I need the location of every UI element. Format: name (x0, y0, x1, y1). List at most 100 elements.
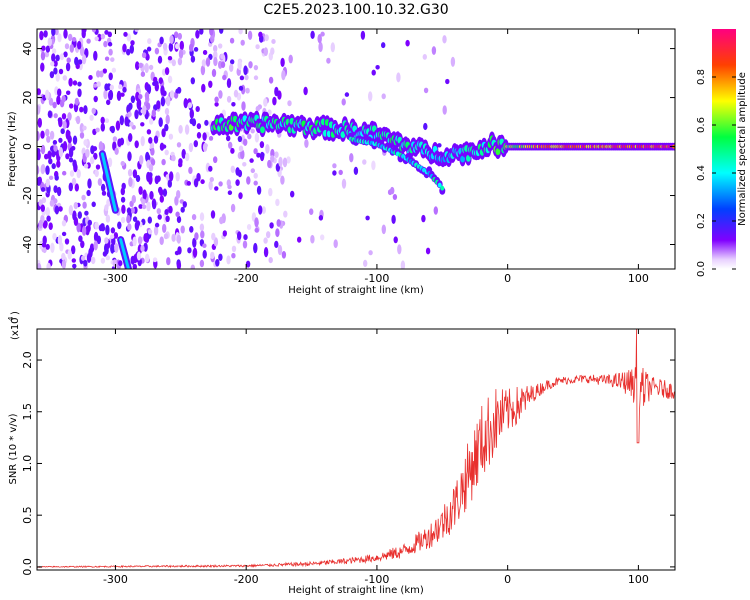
spectrogram-cell (69, 103, 74, 109)
spectrogram-cell (61, 170, 67, 176)
spectrogram-cell (274, 86, 279, 97)
spectrogram-cell (92, 146, 98, 152)
spectrogram-cell (397, 244, 402, 255)
spectrogram-cell (48, 175, 54, 180)
spectrogram-cell (63, 51, 68, 58)
spectrogram-cell (53, 145, 58, 152)
spectrogram-cell (260, 152, 265, 158)
spectrogram-xtick-label: -300 (103, 272, 128, 285)
spectrogram-cell (61, 95, 66, 103)
spectrogram-cell (116, 90, 122, 101)
snr-xlabel: Height of straight line (km) (288, 585, 424, 596)
spectrogram-cell (104, 237, 109, 244)
spectrogram-cell (226, 95, 232, 103)
spectrogram-cell (165, 215, 170, 222)
spectrogram-cell (43, 30, 48, 38)
spectrogram-cell (189, 108, 194, 119)
spectrogram-cell (171, 59, 176, 67)
spectrogram-cell (233, 89, 239, 98)
spectrogram-cell (157, 55, 163, 64)
spectrogram-cell (210, 210, 216, 219)
spectrogram-cell (363, 259, 368, 267)
spectrogram-cell (52, 101, 57, 109)
spectrogram-cell (202, 50, 208, 55)
spectrogram-cell (132, 263, 137, 269)
spectrogram-cell (37, 151, 41, 161)
spectrogram-cell (96, 70, 101, 78)
spectrogram-cell (146, 171, 151, 182)
spectrogram-cell (287, 100, 292, 107)
spectrogram-cell (40, 204, 45, 212)
spectrogram-cell (210, 251, 215, 260)
spectrogram-cell (226, 255, 231, 265)
spectrogram-cell (208, 165, 213, 172)
spectrogram-cell (145, 102, 151, 111)
spectrogram-branch (440, 185, 445, 191)
spectrogram-cell (128, 133, 133, 142)
snr-ytick-label: 1.0 (21, 455, 34, 473)
spectrogram-cell (96, 81, 101, 88)
spectrogram-cell (44, 153, 49, 160)
spectrogram-cell (240, 149, 245, 160)
spectrogram-cell (318, 215, 324, 221)
spectrogram-cell (181, 148, 186, 159)
spectrogram-cell (71, 245, 76, 255)
spectrogram-cell (100, 33, 106, 40)
colorbar-tick-label: 0.4 (696, 165, 707, 181)
spectrogram-xtick-label: 100 (628, 272, 649, 285)
spectrogram-cell (94, 169, 99, 178)
spectrogram-cell (61, 252, 66, 261)
spectrogram-cell (164, 209, 169, 215)
spectrogram-cell (147, 216, 152, 224)
spectrogram-cell (71, 258, 77, 263)
spectrogram-cell (256, 152, 261, 158)
spectrogram-cell (37, 177, 42, 186)
spectrogram-cell (57, 235, 63, 245)
spectrogram-cell (76, 222, 81, 233)
spectrogram-cell (218, 181, 223, 187)
spectrogram-branch (437, 182, 442, 188)
spectrogram-cell (259, 141, 265, 149)
spectrogram-cell (100, 257, 106, 264)
spectrogram-cell (146, 84, 152, 95)
spectrogram-cell (175, 43, 180, 50)
spectrogram-cell (310, 234, 315, 244)
spectrogram-cell (168, 133, 174, 140)
spectrogram-cell (58, 147, 64, 158)
spectrogram-cell (87, 219, 93, 226)
spectrogram-cell (189, 118, 194, 125)
spectrogram-xtick-label: -200 (234, 272, 259, 285)
spectrogram-ytick-label: 0 (21, 143, 34, 150)
spectrogram-cell (246, 176, 251, 185)
spectrogram-cell (140, 71, 146, 77)
spectrogram-cell (211, 232, 216, 241)
spectrogram-cell (167, 56, 173, 61)
spectrogram-cell (267, 159, 272, 169)
spectrogram-cell (238, 145, 244, 152)
spectrogram-cell (50, 242, 55, 253)
spectrogram-cell (130, 207, 135, 214)
spectrogram-cell (168, 205, 173, 214)
spectrogram-cell (209, 177, 214, 182)
spectrogram-cell (45, 207, 50, 217)
spectrogram-cell (450, 56, 456, 67)
spectrogram-cell (83, 163, 89, 169)
spectrogram-cell (193, 140, 198, 148)
spectrogram-cell (103, 40, 108, 48)
spectrogram-cell (261, 206, 266, 214)
spectrogram-cell (38, 199, 43, 207)
spectrogram-cell (122, 86, 127, 93)
spectrogram-cell (37, 130, 40, 142)
spectrogram-cell (81, 54, 87, 65)
spectrogram-cell (445, 78, 450, 85)
spectrogram-cell (256, 185, 262, 195)
spectrogram-cell (164, 107, 170, 116)
spectrogram-cell (159, 236, 164, 245)
spectrogram-cell (37, 88, 41, 96)
spectrogram-cell (77, 40, 82, 50)
spectrogram-cell (68, 77, 73, 87)
spectrogram-cell (126, 48, 131, 56)
spectrogram-cell (160, 96, 166, 107)
spectrogram-cell (83, 105, 88, 115)
spectrogram-cell (148, 164, 154, 172)
